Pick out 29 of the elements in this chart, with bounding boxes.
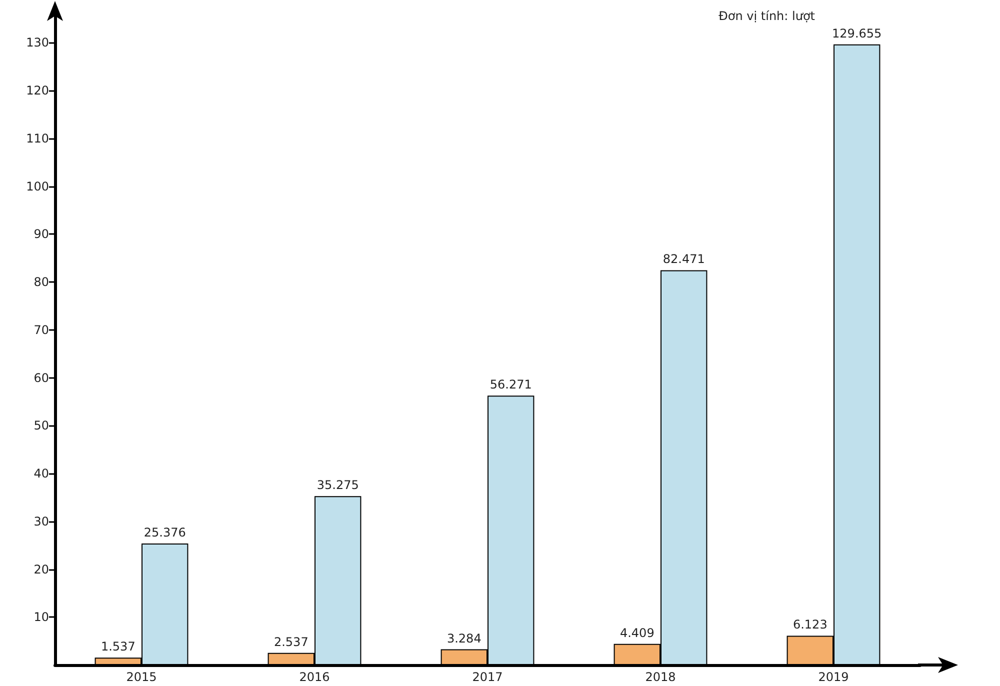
data-label: 2.537	[274, 634, 308, 649]
y-tick-label: 100	[26, 179, 49, 194]
data-label: 25.376	[144, 526, 186, 540]
y-tick-label: 20	[34, 562, 49, 576]
y-tick-label: 130	[26, 36, 49, 50]
data-label: 129.655	[832, 26, 882, 40]
data-label: 3.284	[446, 631, 482, 646]
x-tick-label: 2019	[818, 670, 849, 684]
y-tick-label: 120	[26, 84, 49, 98]
data-label: 4.409	[620, 626, 654, 640]
x-tick-label: 2017	[472, 670, 503, 684]
data-label: 82.471	[662, 252, 705, 266]
data-label: 56.271	[490, 378, 532, 392]
y-tick-label: 30	[34, 514, 49, 528]
x-tick-label: 2015	[126, 670, 157, 684]
y-tick-label: 60	[34, 370, 49, 385]
data-label: 35.275	[316, 478, 359, 492]
y-tick-label: 80	[34, 275, 49, 290]
y-tick-label: 50	[34, 418, 49, 433]
data-label: 6.123	[792, 618, 828, 632]
y-tick-label: 70	[34, 322, 49, 337]
annotation: Đơn vị tính: lượt	[718, 9, 816, 23]
y-tick-label: 40	[34, 466, 49, 481]
x-tick-label: 2016	[299, 670, 330, 684]
x-tick-label: 2018	[645, 670, 676, 684]
y-tick-label: 10	[34, 610, 49, 624]
y-tick-label: 90	[34, 227, 49, 242]
data-label: 1.537	[100, 640, 136, 654]
y-tick-label: 110	[26, 131, 49, 146]
